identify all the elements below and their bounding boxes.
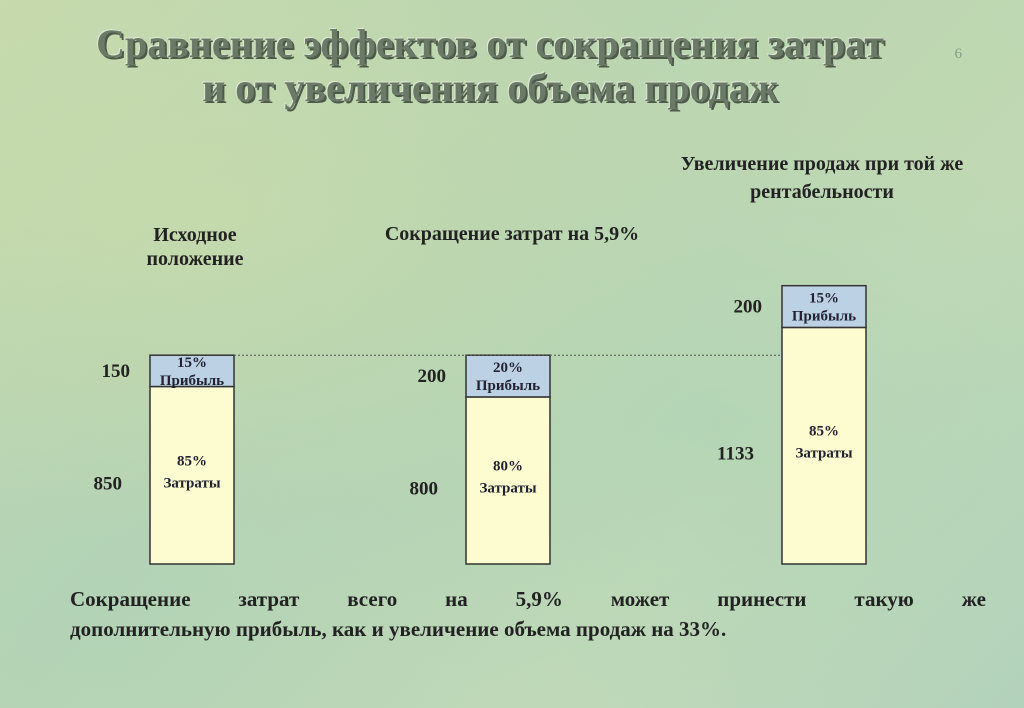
costs-name-label-cost-reduction: Затраты	[479, 480, 536, 496]
conclusion-line-2: дополнительную прибыль, как и увеличение…	[70, 617, 727, 641]
group-label-initial: Исходное положение	[146, 224, 244, 270]
bar-costs-sales-increase	[781, 326, 867, 565]
profit-percent-label-initial: 15%	[177, 355, 207, 371]
profit-value-label-sales-increase: 200	[734, 297, 763, 318]
slide-number: 6	[954, 46, 963, 62]
bar-profit-cost-reduction	[465, 354, 551, 398]
profit-percent-label-cost-reduction: 20%	[493, 360, 523, 376]
group-label-sales-increase: Увеличение продаж при той же рентабельно…	[680, 153, 964, 203]
bar-costs-initial	[149, 385, 235, 565]
costs-percent-label-cost-reduction: 80%	[493, 458, 523, 474]
conclusion-text: Сокращение затрат всего на 5,9% может пр…	[70, 584, 986, 644]
slide-title: Сравнение эффектов от сокращения затрат …	[96, 21, 884, 110]
bar-profit-initial	[149, 354, 235, 388]
conclusion-line-1: Сокращение затрат всего на 5,9% может пр…	[70, 587, 986, 611]
profit-value-label-initial: 150	[102, 361, 131, 382]
costs-name-label-initial: Затраты	[163, 475, 220, 491]
costs-percent-label-sales-increase: 85%	[809, 424, 839, 440]
costs-name-label-sales-increase: Затраты	[795, 446, 852, 462]
profit-name-label-sales-increase: Прибыль	[792, 309, 856, 325]
costs-value-label-initial: 850	[94, 473, 123, 494]
bar-costs-cost-reduction	[465, 396, 551, 565]
group-label-cost-reduction: Сокращение затрат на 5,9%	[384, 223, 640, 245]
profit-name-label-cost-reduction: Прибыль	[476, 378, 540, 394]
profit-value-label-cost-reduction: 200	[418, 366, 447, 387]
costs-value-label-cost-reduction: 800	[410, 478, 439, 499]
costs-value-label-sales-increase: 1133	[717, 444, 754, 465]
profit-percent-label-sales-increase: 15%	[809, 291, 839, 307]
bar-profit-sales-increase	[781, 284, 867, 329]
costs-percent-label-initial: 85%	[177, 453, 207, 469]
profit-name-label-initial: Прибыль	[160, 373, 224, 389]
